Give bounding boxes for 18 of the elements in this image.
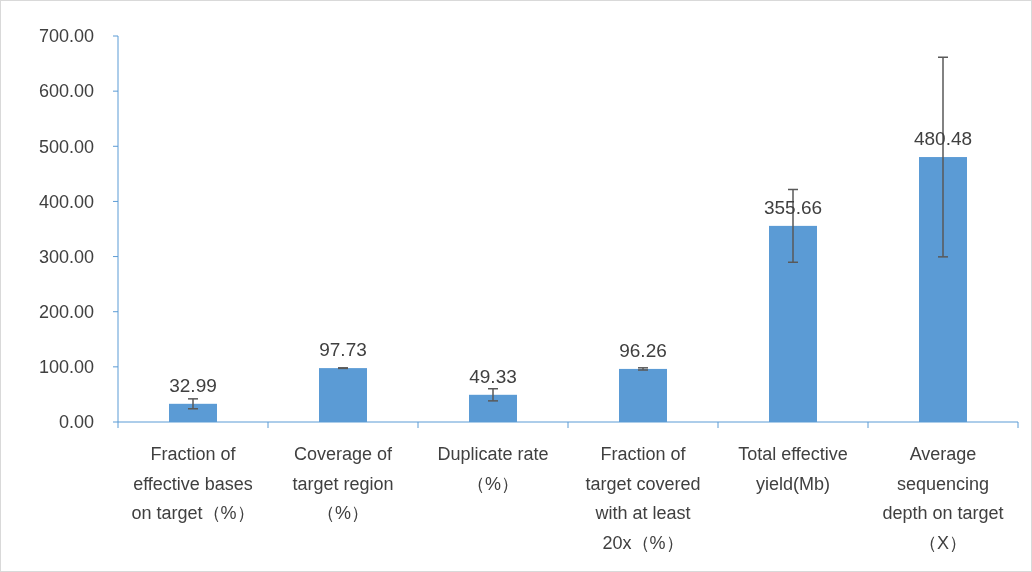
y-tick-label: 300.00 <box>38 246 94 267</box>
y-tick-label: 0.00 <box>58 412 94 433</box>
data-label: 32.99 <box>169 374 217 396</box>
x-tick-label: Fraction of target covered with at least 20x（%） <box>585 444 701 553</box>
x-tick-label: Coverage of target region（%） <box>292 444 394 523</box>
y-tick-label: 500.00 <box>38 136 94 157</box>
y-tick-label: 700.00 <box>38 26 94 47</box>
data-label: 96.26 <box>619 339 667 361</box>
data-label: 97.73 <box>319 339 367 361</box>
data-label: 49.33 <box>469 365 517 387</box>
x-tick-label: Duplicate rate（%） <box>437 444 549 494</box>
x-tick-label: Fraction of effective bases on target（%） <box>131 444 255 523</box>
y-tick-label: 600.00 <box>38 81 94 102</box>
x-tick-label: Average sequencing depth on target（X） <box>882 444 1004 553</box>
y-tick-label: 400.00 <box>38 191 94 212</box>
y-tick-label: 100.00 <box>38 357 94 378</box>
y-tick-label: 200.00 <box>38 302 94 323</box>
x-tick-label: Total effective yield(Mb) <box>738 444 848 494</box>
